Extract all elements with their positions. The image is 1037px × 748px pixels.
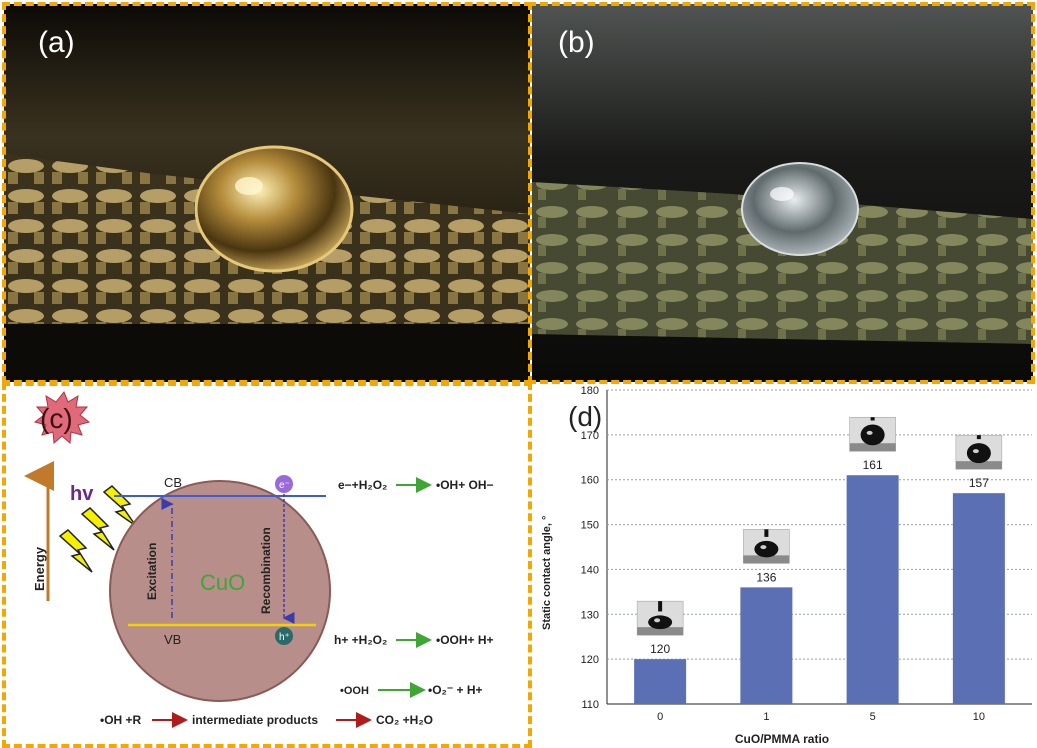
y-tick-label: 130 — [581, 609, 599, 621]
y-tick-label: 140 — [581, 564, 599, 576]
panel-c-label: (c) — [40, 403, 73, 434]
hole — [275, 627, 293, 645]
panel-a: (a) — [4, 4, 530, 382]
panel-c: (c) Energy hv CB VB CuO Excitation Recom… — [4, 386, 530, 744]
y-tick-label: 110 — [581, 699, 599, 711]
reaction2-right: •OOH+ H+ — [436, 633, 494, 647]
hv-label: hv — [70, 483, 94, 505]
bar — [634, 659, 687, 704]
mechanism-diagram: (c) Energy hv CB VB CuO Excitation Recom… — [24, 391, 494, 728]
reaction4-a: •OH +R — [100, 713, 142, 727]
reaction3-left: •OOH — [340, 685, 369, 697]
cb-label: CB — [164, 475, 182, 490]
reaction4-b: intermediate products — [192, 713, 318, 727]
x-axis-label: CuO/PMMA ratio — [735, 732, 829, 746]
reaction1-left: e−+H₂O₂ — [338, 478, 387, 492]
electron-label: e⁻ — [279, 480, 290, 491]
droplet-inset — [636, 600, 684, 636]
droplet-inset — [849, 416, 896, 452]
panel-d-label: (d) — [568, 401, 602, 432]
x-tick-label: 10 — [973, 711, 985, 723]
bar-value-label: 120 — [650, 642, 670, 656]
panel-b-photo — [532, 4, 1033, 382]
panel-d: (d) Static contact angle, ° CuO/PMMA rat… — [532, 382, 1037, 748]
sun-icon — [33, 391, 91, 445]
bar — [846, 475, 899, 704]
droplet-inset — [955, 434, 1003, 470]
material-label: CuO — [200, 570, 245, 595]
reaction2-left: h+ +H₂O₂ — [334, 633, 387, 647]
hole-label: h⁺ — [279, 632, 290, 643]
bar-value-label: 136 — [756, 570, 776, 584]
reaction4-c: CO₂ +H₂O — [376, 713, 433, 727]
reaction1-right: •OH+ OH− — [436, 478, 494, 492]
y-tick-label: 160 — [581, 475, 599, 487]
bar-value-label: 157 — [969, 476, 989, 490]
contact-angle-chart: (d) Static contact angle, ° CuO/PMMA rat… — [541, 385, 1032, 746]
reaction3-right: •O₂⁻ + H+ — [428, 683, 483, 697]
energy-label: Energy — [32, 546, 47, 591]
y-axis-label: Static contact angle, ° — [541, 516, 553, 630]
recombination-label: Recombination — [259, 527, 273, 614]
droplet — [741, 162, 859, 256]
y-tick-label: 150 — [581, 520, 599, 532]
bar-value-label: 161 — [863, 458, 883, 472]
y-tick-label: 170 — [581, 430, 599, 442]
y-tick-label: 120 — [581, 654, 599, 666]
droplet — [194, 145, 354, 273]
cuo-particle — [109, 480, 331, 702]
panel-b: (b) — [532, 4, 1033, 382]
lightning-icon — [58, 485, 137, 573]
x-tick-label: 1 — [763, 711, 769, 723]
x-tick-label: 5 — [870, 711, 876, 723]
bar — [740, 587, 793, 704]
x-tick-label: 0 — [657, 711, 663, 723]
panel-a-photo — [4, 4, 530, 382]
droplet-inset — [743, 529, 790, 564]
electron — [275, 475, 293, 493]
vb-label: VB — [164, 632, 181, 647]
panel-a-label: (a) — [38, 26, 75, 59]
y-tick-label: 180 — [581, 385, 599, 397]
bar — [952, 493, 1005, 704]
excitation-label: Excitation — [145, 543, 159, 600]
panel-b-label: (b) — [558, 26, 595, 59]
